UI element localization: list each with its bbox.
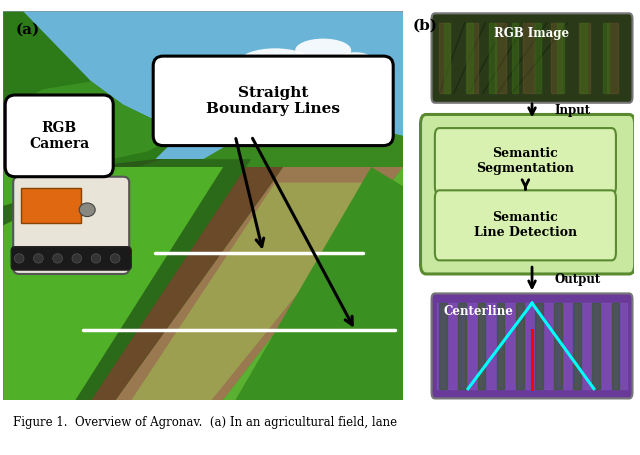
FancyBboxPatch shape: [420, 115, 635, 274]
FancyBboxPatch shape: [153, 56, 393, 146]
Polygon shape: [3, 167, 243, 400]
Polygon shape: [223, 167, 403, 400]
Polygon shape: [131, 182, 387, 400]
Circle shape: [72, 254, 82, 263]
Polygon shape: [183, 120, 403, 175]
Polygon shape: [3, 11, 403, 167]
Polygon shape: [3, 159, 251, 400]
Text: Straight
Boundary Lines: Straight Boundary Lines: [206, 86, 340, 116]
Polygon shape: [3, 11, 179, 175]
Text: (b): (b): [413, 19, 438, 33]
FancyBboxPatch shape: [431, 293, 632, 399]
FancyBboxPatch shape: [435, 190, 616, 260]
FancyBboxPatch shape: [11, 247, 131, 270]
FancyBboxPatch shape: [431, 13, 632, 103]
FancyBboxPatch shape: [5, 95, 113, 177]
Polygon shape: [3, 167, 223, 400]
Text: Semantic
Line Detection: Semantic Line Detection: [474, 211, 577, 239]
Circle shape: [53, 254, 63, 263]
Text: Agronav: Agronav: [448, 127, 525, 144]
Ellipse shape: [79, 203, 95, 217]
Circle shape: [92, 254, 101, 263]
Ellipse shape: [295, 39, 351, 62]
Polygon shape: [3, 159, 403, 400]
Polygon shape: [115, 167, 403, 400]
FancyBboxPatch shape: [13, 177, 129, 274]
Ellipse shape: [335, 52, 375, 72]
Text: RGB
Camera: RGB Camera: [29, 121, 90, 151]
Text: RGB Image: RGB Image: [495, 27, 570, 40]
Text: Figure 1.  Overview of Agronav.  (a) In an agricultural field, lane: Figure 1. Overview of Agronav. (a) In an…: [13, 416, 397, 430]
Circle shape: [14, 254, 24, 263]
Ellipse shape: [239, 48, 311, 76]
Polygon shape: [83, 167, 283, 400]
Text: Output: Output: [554, 273, 600, 286]
Polygon shape: [3, 81, 179, 175]
Circle shape: [111, 254, 120, 263]
FancyBboxPatch shape: [435, 128, 616, 194]
Text: Centerline: Centerline: [444, 305, 513, 318]
Text: Semantic
Segmentation: Semantic Segmentation: [476, 147, 575, 175]
Text: Input: Input: [554, 104, 590, 117]
FancyBboxPatch shape: [21, 188, 81, 223]
Text: (a): (a): [15, 23, 40, 37]
Polygon shape: [235, 167, 403, 400]
Circle shape: [34, 254, 43, 263]
